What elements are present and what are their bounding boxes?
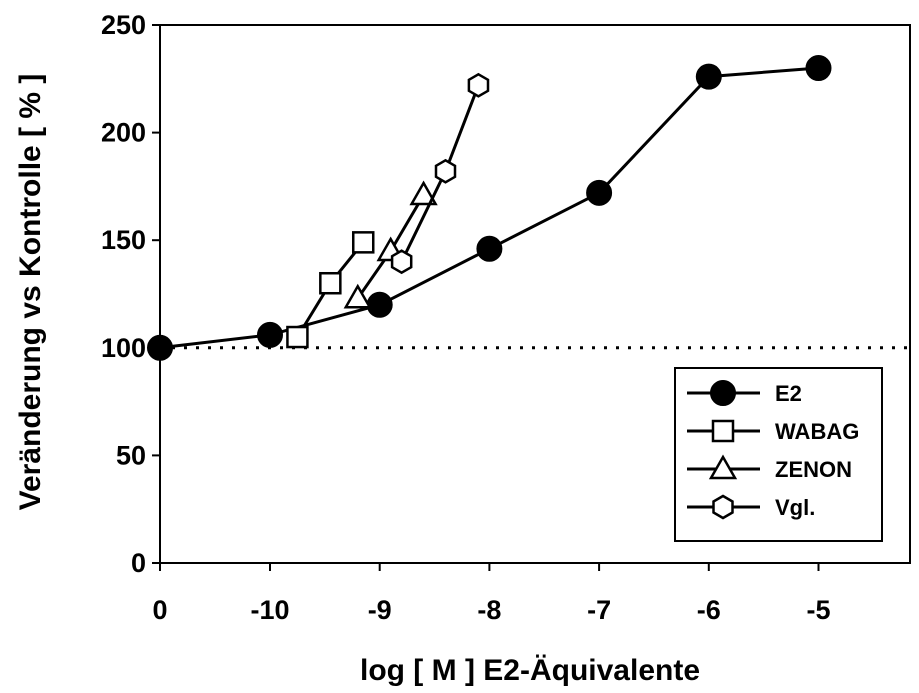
y-tick-label: 0 — [131, 548, 146, 578]
data-point-e2 — [805, 55, 832, 82]
x-tick-label: -9 — [368, 595, 392, 625]
plot-frame — [159, 24, 911, 564]
data-point-vgl — [467, 72, 490, 98]
legend-marker-wabag — [711, 419, 735, 443]
y-tick-label: 250 — [101, 10, 146, 40]
legend-box — [674, 367, 883, 542]
data-point-vgl — [390, 249, 413, 275]
y-tick-label: 150 — [101, 225, 146, 255]
series-wabag — [286, 231, 375, 349]
x-tick-label: -8 — [477, 595, 501, 625]
data-point-e2 — [586, 179, 613, 206]
data-point-zenon — [409, 180, 438, 206]
data-point-zenon — [343, 283, 372, 309]
data-point-vgl — [434, 158, 457, 184]
data-point-wabag — [351, 231, 375, 254]
data-point-wabag — [286, 325, 309, 349]
series-vgl — [390, 72, 490, 275]
y-axis-ticks: 0 50 100 150 200 250 — [101, 10, 160, 578]
data-point-wabag — [319, 271, 342, 295]
data-point-e2 — [147, 334, 173, 361]
data-point-e2 — [695, 63, 722, 90]
data-point-e2 — [257, 321, 283, 348]
legend-marker-zenon — [708, 454, 738, 480]
x-axis-ticks: 0 -10 -9 -8 -7 -6 -5 — [152, 563, 831, 625]
series-e2 — [147, 55, 832, 361]
x-tick-label: -6 — [697, 595, 721, 625]
x-tick-label: -7 — [587, 595, 611, 625]
legend-marker-e2 — [710, 380, 736, 406]
y-tick-label: 200 — [101, 118, 146, 148]
data-point-e2 — [366, 291, 393, 318]
y-axis-title: Veränderung vs Kontrolle [ % ] — [14, 74, 47, 511]
legend: E2 WABAG ZENON Vgl. — [674, 367, 883, 542]
series-line-e2 — [159, 66, 819, 350]
plot-border — [159, 24, 911, 564]
legend-marker-vgl — [712, 494, 734, 520]
y-tick-label: 50 — [116, 440, 146, 470]
y-tick-label: 100 — [101, 333, 146, 363]
x-tick-label: 0 — [152, 595, 167, 625]
x-tick-label: -5 — [806, 595, 830, 625]
series-layer — [147, 55, 832, 361]
legend-label-e2: E2 — [775, 381, 802, 406]
data-point-e2 — [476, 235, 503, 262]
legend-label-vgl: Vgl. — [775, 495, 815, 520]
x-axis-title: log [ M ] E2-Äquivalente — [360, 654, 700, 687]
legend-label-wabag: WABAG — [775, 419, 859, 444]
x-tick-label: -10 — [250, 595, 289, 625]
legend-label-zenon: ZENON — [775, 457, 852, 482]
